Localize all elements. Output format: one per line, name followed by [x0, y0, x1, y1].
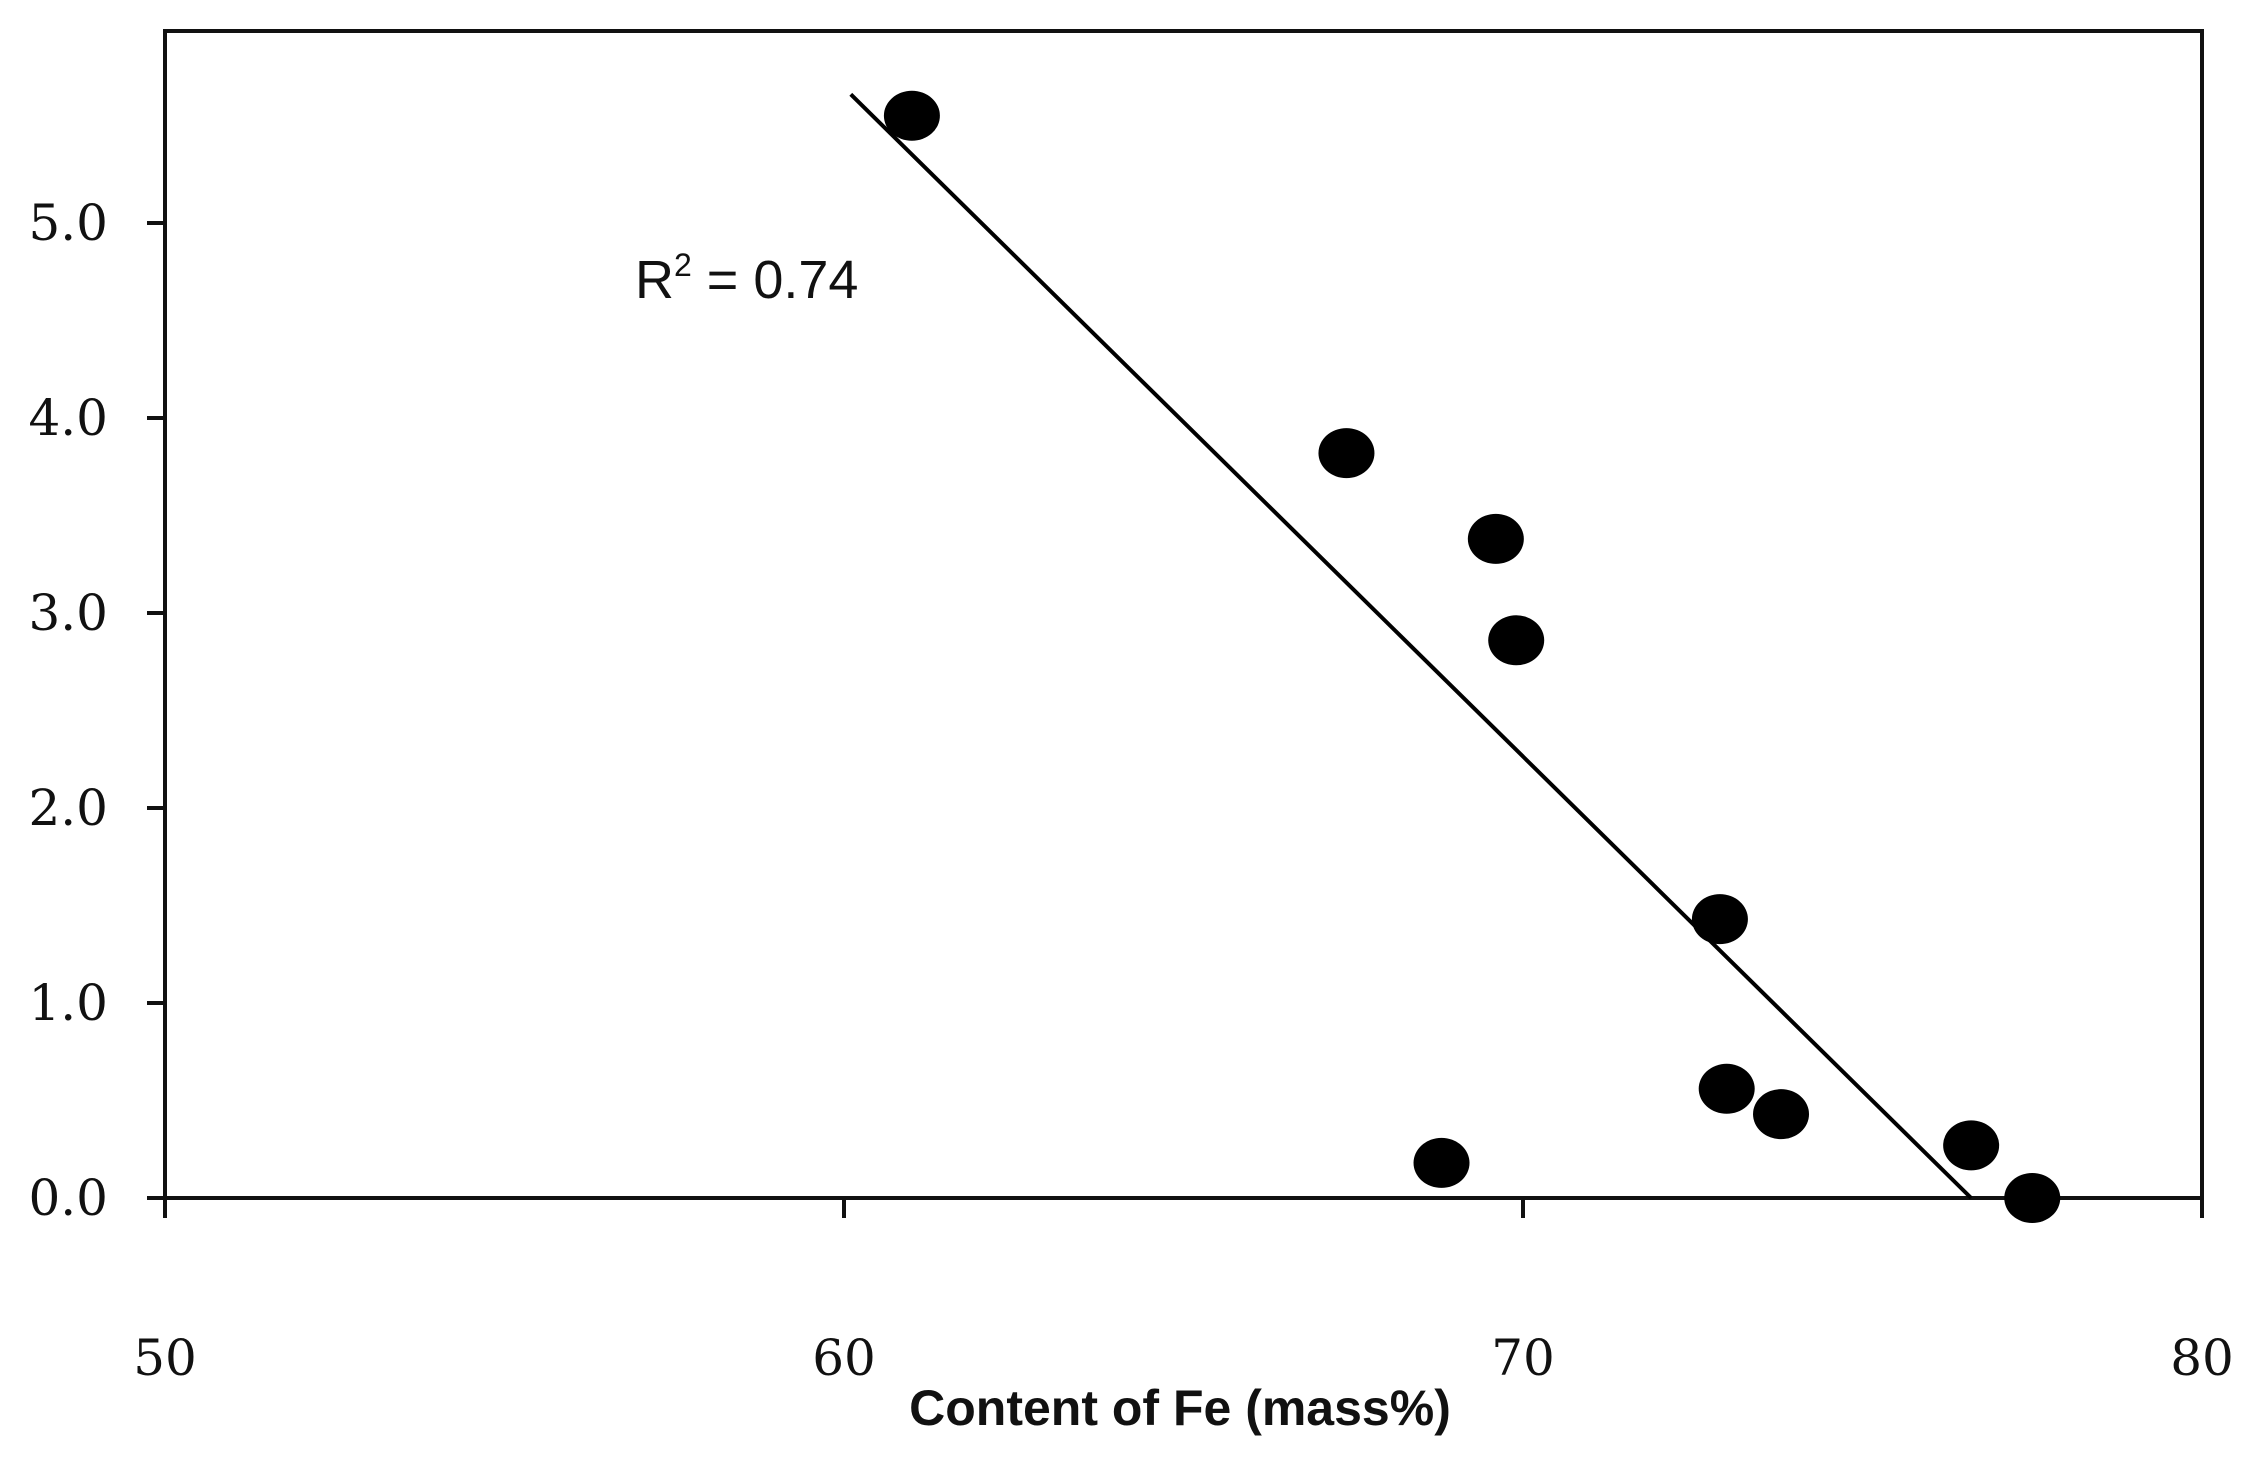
- r-squared-annotation: R2 = 0.74: [635, 247, 858, 310]
- data-point: [1413, 1137, 1470, 1188]
- x-axis: 50 60 70 80: [133, 1198, 2234, 1387]
- trendline: [849, 92, 1973, 1200]
- data-point: [1753, 1089, 1810, 1140]
- r-superscript: 2: [674, 247, 692, 283]
- x-tick-label: 60: [812, 1329, 876, 1387]
- y-tick-label: 1.0: [28, 974, 108, 1032]
- y-tick-label: 5.0: [28, 194, 108, 252]
- y-tick-label: 4.0: [28, 389, 108, 447]
- data-point: [1467, 513, 1524, 564]
- x-tick-label: 80: [2170, 1329, 2234, 1387]
- data-point: [2004, 1173, 2061, 1223]
- plot-area-frame: [163, 29, 2204, 1200]
- data-point: [1943, 1120, 2000, 1171]
- x-tick-label: 70: [1491, 1329, 1555, 1387]
- data-point: [1698, 1063, 1755, 1114]
- y-tick-label: 0.0: [28, 1169, 108, 1227]
- r-squared-value: = 0.74: [692, 250, 859, 310]
- data-point: [1488, 615, 1545, 666]
- y-tick-label: 3.0: [28, 584, 108, 642]
- y-tick-label: 2.0: [28, 779, 108, 837]
- x-tick-label: 50: [133, 1329, 197, 1387]
- data-points: [883, 90, 2061, 1223]
- data-point: [1691, 894, 1748, 945]
- y-axis: 0.0 1.0 2.0 3.0 4.0 5.0: [28, 194, 165, 1227]
- data-point: [883, 90, 940, 141]
- x-axis-title: Content of Fe (mass%): [909, 1380, 1451, 1436]
- data-point: [1318, 428, 1375, 479]
- r-label: R: [635, 250, 674, 310]
